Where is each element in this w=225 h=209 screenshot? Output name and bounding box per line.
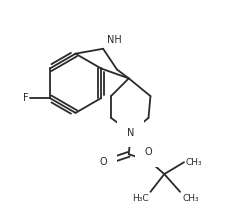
Text: O: O (145, 147, 152, 157)
Text: O: O (99, 157, 107, 167)
Text: NH: NH (107, 35, 122, 45)
Text: F: F (22, 93, 28, 103)
Text: N: N (127, 128, 134, 138)
Text: CH₃: CH₃ (182, 194, 199, 203)
Text: H₃C: H₃C (132, 194, 148, 203)
Text: CH₃: CH₃ (186, 158, 203, 167)
